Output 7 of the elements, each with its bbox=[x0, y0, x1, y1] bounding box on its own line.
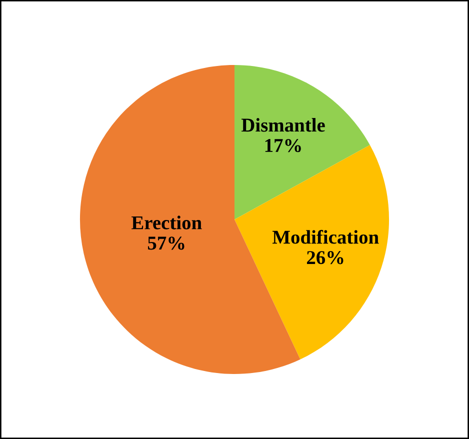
slice-label: Dismantle bbox=[241, 118, 325, 132]
data-label: 26% bbox=[306, 251, 344, 264]
pie-slice bbox=[234, 64, 370, 220]
slice-label: Erection bbox=[132, 216, 202, 230]
slice-label: Modification bbox=[272, 230, 379, 244]
data-label: 57% bbox=[148, 236, 184, 250]
data-label: 17% bbox=[265, 138, 301, 152]
